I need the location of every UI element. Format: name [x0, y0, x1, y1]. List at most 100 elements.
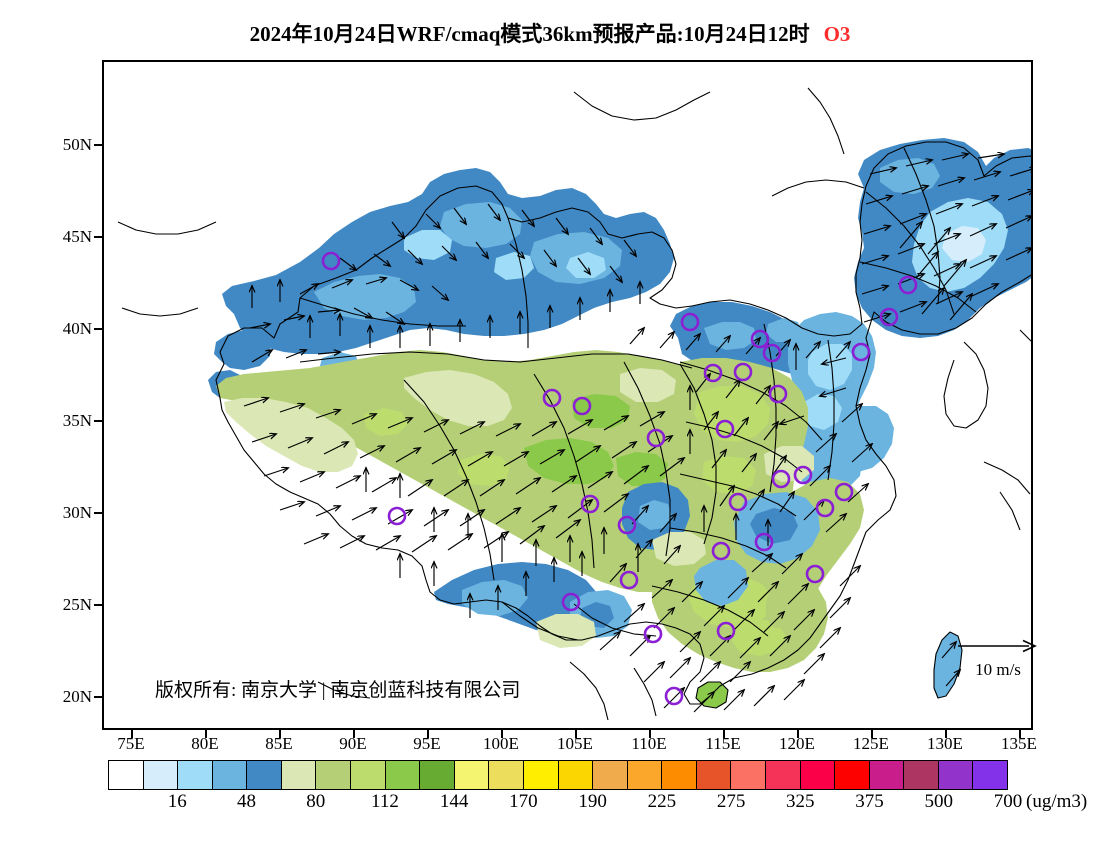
- lon-tick: [1019, 730, 1021, 738]
- field-band-himalaya-light: [462, 580, 528, 616]
- colorbar-units-label: (ug/m3): [1026, 791, 1088, 812]
- colorbar-cell[interactable]: [938, 761, 974, 789]
- lon-label: 115E: [705, 734, 741, 753]
- colorbar-cell[interactable]: [143, 761, 179, 789]
- colorbar-tick-label: 48: [236, 791, 256, 812]
- lon-tick: [427, 730, 429, 738]
- station-marker: [851, 342, 871, 362]
- station-marker: [580, 494, 600, 514]
- station-marker: [754, 532, 774, 552]
- lon-label: 90E: [339, 734, 367, 753]
- lat-tick: [94, 604, 102, 606]
- sea-outline-2: [633, 667, 657, 717]
- station-marker-layer[interactable]: [321, 251, 918, 706]
- colorbar-cell[interactable]: [523, 761, 559, 789]
- colorbar-cell[interactable]: [627, 761, 663, 789]
- japan-coastline-3: [999, 491, 1021, 531]
- colorbar-cell[interactable]: [316, 761, 352, 789]
- station-marker: [561, 592, 581, 612]
- field-patch-nw-2: [440, 202, 522, 248]
- station-marker: [680, 312, 700, 332]
- north-outline-1: [573, 91, 711, 121]
- station-marker: [815, 498, 835, 518]
- colorbar-cell[interactable]: [765, 761, 801, 789]
- lat-label: 35N: [62, 411, 92, 430]
- lon-tick: [945, 730, 947, 738]
- wind-vector-layer: [243, 154, 1031, 713]
- colorbar-cell[interactable]: [212, 761, 248, 789]
- station-marker: [619, 570, 639, 590]
- province-border-18: [573, 603, 657, 637]
- lat-label: 30N: [62, 503, 92, 522]
- colorbar-cell[interactable]: [420, 761, 455, 789]
- colorbar-cell[interactable]: [800, 761, 836, 789]
- colorbar-cell[interactable]: [904, 761, 939, 789]
- japan-coastline-2: [983, 461, 1031, 495]
- lon-tick: [205, 730, 207, 738]
- station-marker: [805, 564, 825, 584]
- wind-scale-legend: 10 m/s: [955, 638, 1041, 680]
- colorbar-cells[interactable]: [108, 760, 1008, 790]
- lat-tick: [94, 144, 102, 146]
- colorbar-tick-label: 144: [439, 791, 469, 812]
- lat-label: 40N: [62, 319, 92, 338]
- colorbar-cell[interactable]: [281, 761, 317, 789]
- colorbar-tick-label: 325: [786, 791, 815, 812]
- field-band-west-arm: [214, 330, 270, 370]
- colorbar-cell[interactable]: [558, 761, 594, 789]
- station-marker: [387, 506, 407, 526]
- west-outline-2: [121, 307, 199, 317]
- lon-label: 120E: [779, 734, 815, 753]
- colorbar-cell[interactable]: [109, 761, 144, 789]
- lon-label: 100E: [483, 734, 519, 753]
- lon-tick: [797, 730, 799, 738]
- province-border-19: [501, 601, 579, 641]
- colorbar-cell[interactable]: [593, 761, 628, 789]
- colorbar-tick-label: 80: [306, 791, 326, 812]
- lat-label: 25N: [62, 595, 92, 614]
- field-band-shandong: [840, 406, 894, 472]
- lon-tick: [131, 730, 133, 738]
- province-border-1: [299, 351, 693, 369]
- colorbar[interactable]: [108, 760, 1008, 790]
- lat-label: 50N: [62, 135, 92, 154]
- station-marker: [750, 329, 770, 349]
- wind-scale-label: 10 m/s: [975, 660, 1021, 679]
- colorbar-cell[interactable]: [835, 761, 870, 789]
- colorbar-tick-label: 700: [993, 791, 1023, 812]
- colorbar-cell[interactable]: [662, 761, 697, 789]
- field-core-plateau-1: [524, 438, 614, 484]
- station-marker: [728, 492, 748, 512]
- colorbar-cell[interactable]: [973, 761, 1008, 789]
- station-marker: [664, 686, 684, 706]
- lon-label: 75E: [117, 734, 145, 753]
- colorbar-cell[interactable]: [454, 761, 490, 789]
- hainan-outline: [695, 681, 729, 709]
- station-marker: [898, 275, 918, 295]
- colorbar-cell[interactable]: [869, 761, 905, 789]
- station-marker: [771, 469, 791, 489]
- colorbar-tick-label: 500: [924, 791, 954, 812]
- colorbar-tick-label: 225: [647, 791, 677, 812]
- lat-tick: [94, 328, 102, 330]
- wind-scale-arrow-icon: [958, 639, 1037, 653]
- field-patch-bohai-light: [808, 344, 852, 390]
- north-outline-3: [771, 179, 865, 197]
- colorbar-cell[interactable]: [178, 761, 213, 789]
- station-marker: [711, 541, 731, 561]
- colorbar-cell[interactable]: [489, 761, 524, 789]
- colorbar-cell[interactable]: [696, 761, 732, 789]
- lon-tick: [353, 730, 355, 738]
- korea-coastline: [943, 341, 989, 429]
- lon-tick: [649, 730, 651, 738]
- lat-tick: [94, 696, 102, 698]
- colorbar-cell[interactable]: [385, 761, 421, 789]
- colorbar-cell[interactable]: [351, 761, 386, 789]
- province-border-15: [859, 261, 977, 313]
- map-plot-area[interactable]: [102, 60, 1033, 730]
- colorbar-cell[interactable]: [247, 761, 282, 789]
- lon-label: 110E: [631, 734, 667, 753]
- colorbar-cell[interactable]: [731, 761, 766, 789]
- title-species-label: O3: [823, 22, 851, 46]
- colorbar-tick-label: 275: [716, 791, 746, 812]
